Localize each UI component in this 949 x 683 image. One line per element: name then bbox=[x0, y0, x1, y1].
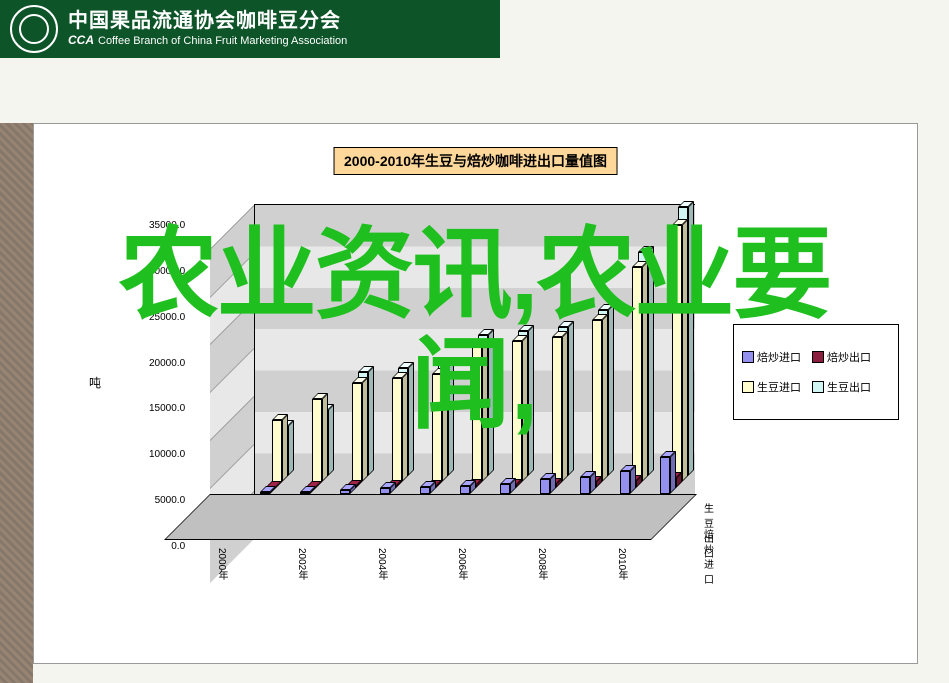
header-title-en: CCACoffee Branch of China Fruit Marketin… bbox=[68, 33, 347, 48]
chart-title: 2000-2010年生豆与焙炒咖啡进出口量值图 bbox=[333, 147, 618, 175]
x-tick: 2004年 bbox=[374, 544, 414, 580]
legend-swatch-icon bbox=[742, 351, 754, 363]
legend-label: 焙炒进口 bbox=[757, 349, 801, 365]
legend-label: 生豆进口 bbox=[757, 379, 801, 395]
x-tick: 2008年 bbox=[534, 544, 574, 580]
watermark-line1: 农业资讯,农业要 bbox=[119, 225, 831, 325]
y-tick: 5000.0 bbox=[149, 495, 185, 506]
x-tick: 2000年 bbox=[214, 544, 254, 580]
chart-legend: 焙炒进口 焙炒出口生豆进口 生豆出口 bbox=[733, 324, 899, 420]
legend-item: 生豆进口 bbox=[742, 379, 802, 395]
legend-swatch-icon bbox=[812, 381, 824, 393]
depth-label-import: 焙炒进口 bbox=[704, 526, 714, 586]
x-tick: 2010年 bbox=[614, 544, 654, 580]
x-tick bbox=[334, 544, 374, 580]
sidebar-texture bbox=[0, 123, 33, 683]
y-tick: 10000.0 bbox=[149, 449, 185, 460]
x-tick bbox=[574, 544, 614, 580]
y-tick: 20000.0 bbox=[149, 358, 185, 369]
x-tick: 2002年 bbox=[294, 544, 334, 580]
chart-floor bbox=[164, 494, 697, 540]
legend-label: 生豆出口 bbox=[827, 379, 871, 395]
legend-item: 生豆出口 bbox=[812, 379, 872, 395]
cca-logo-icon bbox=[10, 5, 58, 53]
legend-label: 焙炒出口 bbox=[827, 349, 871, 365]
x-axis-ticks: 2000年 2002年 2004年 2006年 2008年 2010年 bbox=[214, 544, 694, 580]
header-title-cn: 中国果品流通协会咖啡豆分会 bbox=[68, 9, 347, 33]
watermark-line2: 闻, bbox=[411, 335, 539, 435]
legend-swatch-icon bbox=[812, 351, 824, 363]
x-tick bbox=[494, 544, 534, 580]
x-tick bbox=[414, 544, 454, 580]
legend-item: 焙炒出口 bbox=[812, 349, 872, 365]
y-tick: 0.0 bbox=[149, 541, 185, 552]
x-tick: 2006年 bbox=[454, 544, 494, 580]
y-tick: 15000.0 bbox=[149, 403, 185, 414]
legend-item: 焙炒进口 bbox=[742, 349, 802, 365]
legend-swatch-icon bbox=[742, 381, 754, 393]
org-header-banner: 中国果品流通协会咖啡豆分会 CCACoffee Branch of China … bbox=[0, 0, 500, 58]
x-tick bbox=[254, 544, 294, 580]
y-axis-label: 吨 bbox=[89, 374, 101, 391]
